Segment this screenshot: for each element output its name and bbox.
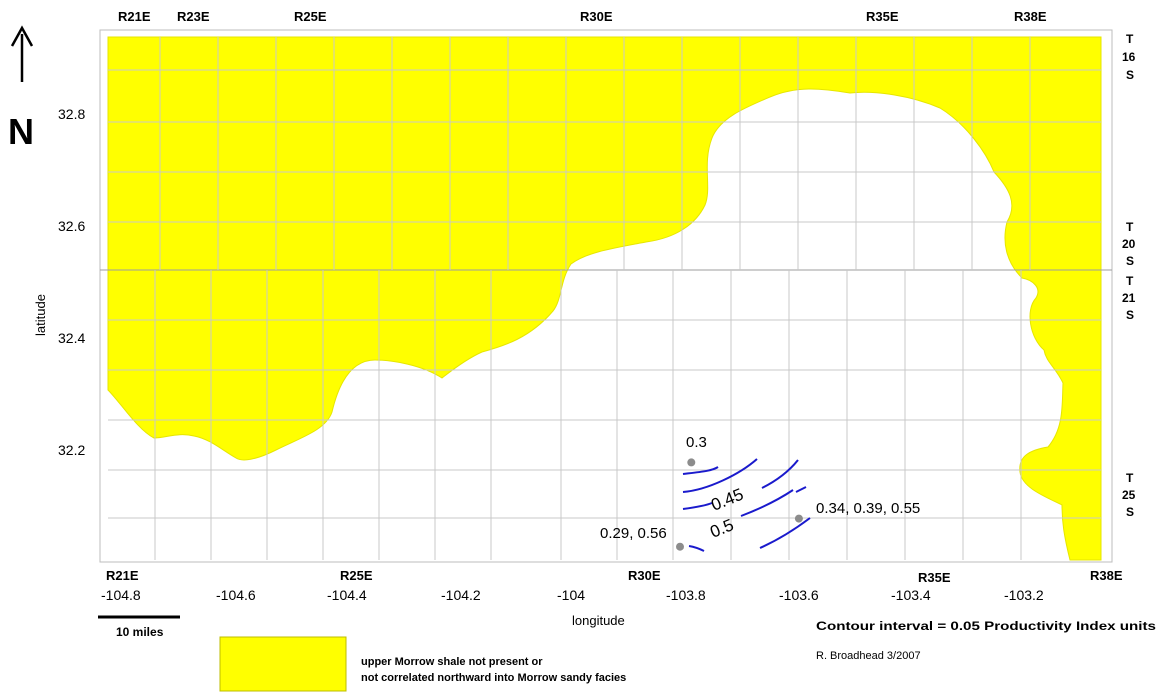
svg-text:21: 21	[1122, 291, 1136, 305]
svg-text:25: 25	[1122, 488, 1136, 502]
y-tick-label: 32.8	[58, 106, 85, 122]
scale-bar-label: 10 miles	[116, 625, 164, 639]
x-tick-label: -104.8	[101, 587, 141, 603]
x-tick-label: -103.6	[779, 587, 819, 603]
svg-text:20: 20	[1122, 237, 1136, 251]
legend-text-line2: not correlated northward into Morrow san…	[361, 672, 626, 684]
range-label-bottom: R38E	[1090, 568, 1123, 583]
svg-text:S: S	[1126, 68, 1134, 82]
productivity-contours	[682, 458, 811, 552]
range-label-top: R23E	[177, 9, 210, 24]
range-label-bottom: R35E	[918, 570, 951, 585]
svg-text:T: T	[1126, 471, 1134, 485]
svg-text:S: S	[1126, 308, 1134, 322]
range-label-top: R38E	[1014, 9, 1047, 24]
svg-text:16: 16	[1122, 50, 1136, 64]
well-marker	[676, 542, 684, 551]
y-axis-title: latitude	[33, 294, 48, 336]
range-label-bottom: R25E	[340, 568, 373, 583]
x-tick-label: -104.4	[327, 587, 367, 603]
range-label-top: R25E	[294, 9, 327, 24]
contour-line	[761, 459, 799, 489]
x-tick-label: -103.4	[891, 587, 931, 603]
well-marker	[687, 458, 696, 467]
contour-interval-note: Contour interval = 0.05 Productivity Ind…	[816, 619, 1156, 633]
x-tick-label: -104	[557, 587, 585, 603]
svg-text:S: S	[1126, 505, 1134, 519]
y-tick-label: 32.4	[58, 330, 85, 346]
svg-text:T: T	[1126, 32, 1134, 46]
y-tick-label: 32.6	[58, 218, 85, 234]
author-credit: R. Broadhead 3/2007	[816, 650, 921, 662]
well-label: 0.34, 0.39, 0.55	[816, 500, 920, 517]
well-label: 0.3	[686, 434, 707, 451]
range-label-top: R21E	[118, 9, 151, 24]
x-tick-label: -103.8	[666, 587, 706, 603]
contour-line	[688, 545, 705, 552]
svg-text:T: T	[1126, 220, 1134, 234]
x-axis-title: longitude	[572, 613, 625, 628]
legend-swatch	[219, 636, 347, 692]
township-label: T 16 S	[1122, 32, 1136, 82]
north-arrow-head	[10, 25, 34, 47]
legend-text-line1: upper Morrow shale not present or	[361, 656, 543, 668]
range-label-bottom: R21E	[106, 568, 139, 583]
range-label-top: R35E	[866, 9, 899, 24]
well-marker	[794, 514, 803, 523]
range-label-bottom: R30E	[628, 568, 661, 583]
contour-line	[682, 466, 719, 475]
y-tick-label: 32.2	[58, 442, 85, 458]
x-tick-label: -104.6	[216, 587, 256, 603]
contour-line	[682, 458, 758, 493]
well-label: 0.29, 0.56	[600, 525, 667, 542]
township-label: T 21 S	[1122, 274, 1136, 322]
township-grid	[100, 37, 1112, 560]
contour-line	[740, 489, 794, 517]
contour-line	[795, 486, 807, 493]
svg-text:T: T	[1126, 274, 1134, 288]
x-tick-label: -103.2	[1004, 587, 1044, 603]
range-label-top: R30E	[580, 9, 613, 24]
contour-line	[759, 517, 811, 549]
north-arrow: N	[8, 25, 34, 152]
north-letter: N	[8, 111, 34, 152]
township-label: T 25 S	[1122, 471, 1136, 519]
svg-text:S: S	[1126, 254, 1134, 268]
contour-line	[682, 502, 713, 510]
wells	[676, 458, 803, 551]
township-label: T 20 S	[1122, 220, 1136, 268]
shale-absent-area	[107, 36, 1102, 561]
x-tick-label: -104.2	[441, 587, 481, 603]
